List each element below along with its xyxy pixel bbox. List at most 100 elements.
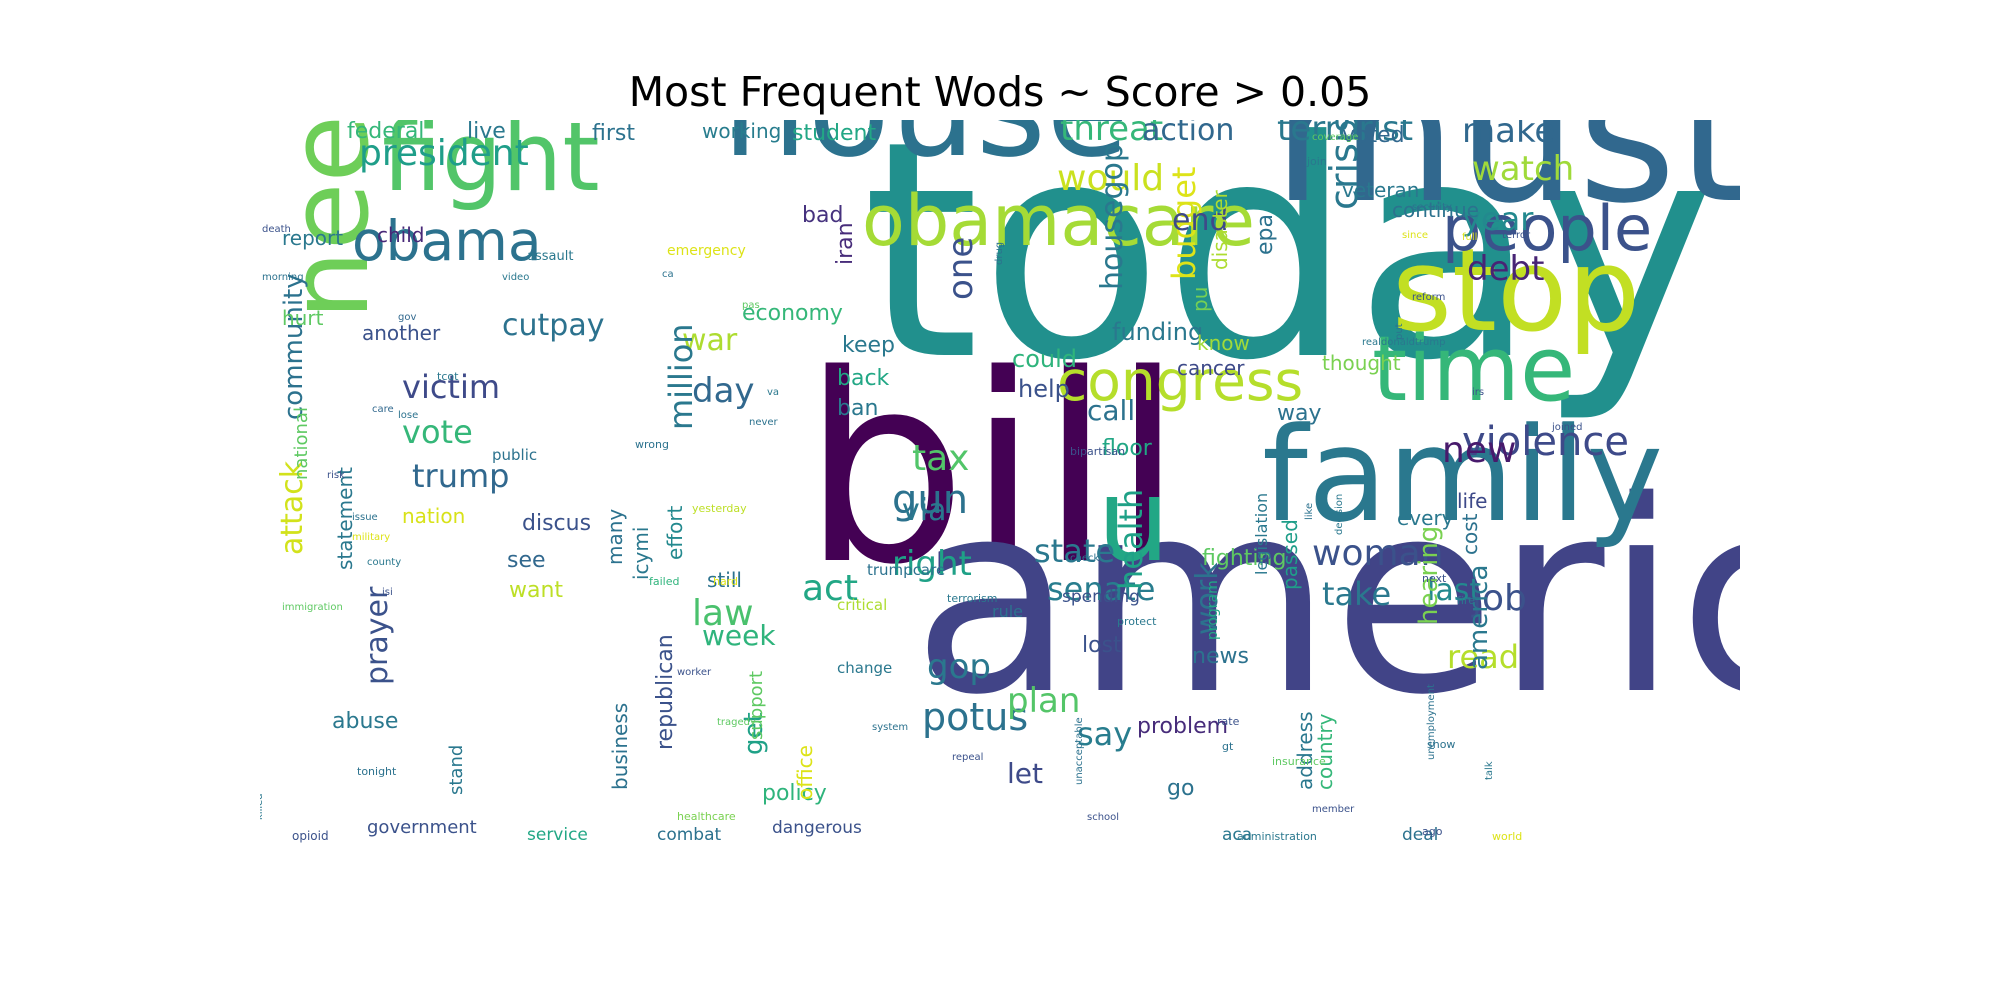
word-since: since [1402,230,1428,241]
word-put: put [1394,323,1405,340]
word-president: president [359,133,529,174]
word-federal: federal [347,120,424,144]
word-worker: worker [677,667,712,678]
word-student: student [792,121,876,146]
word-house: house [722,120,1129,187]
word-bill: bill [802,320,1184,622]
word-spending: spending [1062,587,1140,607]
word-help: help [1018,375,1070,403]
word-watch: watch [1472,149,1574,189]
word-floor: floor [1102,436,1153,461]
word-dangerous: dangerous [772,818,862,838]
word-continue: continue [1392,198,1479,222]
word-prayer: prayer [360,586,395,685]
word-trumpcare: trumpcare [867,561,945,579]
word-first: first [592,121,635,146]
word-county: county [367,557,401,568]
word-bad: bad [802,203,843,228]
word-work: work [1190,562,1225,635]
word-opioid: opioid [292,829,329,843]
word-week: week [702,619,776,652]
word-bipartisan: bipartisan [1070,445,1125,458]
word-want: want [509,578,563,603]
word-keep: keep [842,333,895,358]
word-aca: aca [1222,825,1252,845]
word-irs: irs [1472,387,1484,398]
word-cancer: cancer [1177,356,1245,380]
word-ban: ban [837,396,878,421]
word-gun: gun [892,477,968,523]
word-world: world [1492,830,1522,843]
word-would: would [1057,158,1164,199]
word-state: state [1034,532,1115,570]
word-service: service [527,825,588,845]
word-u: u [1097,454,1170,588]
word-public: public [492,446,537,464]
word-passed: passed [1278,519,1302,590]
word-housegop: housegop [1095,143,1130,290]
word-cost: cost [1458,513,1482,555]
word-care: care [372,404,394,415]
word-act: act [802,568,858,609]
word-potus: potus [922,695,1028,739]
word-trump: trump [412,457,509,495]
word-war: war [682,323,738,358]
word-go: go [1167,776,1194,801]
word-deal: deal [1402,825,1438,845]
word-policy: policy [762,781,827,806]
word-talk: talk [1484,761,1495,780]
word-hearing: hearing [1414,526,1444,625]
word-live: live [467,120,506,144]
word-gov: gov [398,312,416,323]
word-way: way [1277,401,1322,426]
word-combat: combat [657,825,722,845]
word-know: know [1197,331,1250,355]
word-unacceptable: unacceptable [1074,717,1085,785]
word-many: many [603,509,627,565]
word-member: member [1312,804,1355,815]
word-nation: nation [402,504,465,528]
word-government: government [367,817,477,838]
word-wrong: wrong [635,438,669,451]
word-next: next [1422,572,1447,585]
word-epa: epa [1253,214,1278,255]
word-senate: senate [1047,570,1155,608]
word-community: community [279,273,309,420]
word-year: year [1462,200,1534,238]
word-coverage: coverage [1312,132,1358,143]
word-report: report [282,226,343,250]
word-one: one [941,237,981,300]
word-morning: morning [262,272,304,283]
word-need: need [265,120,393,320]
word-disaster: disaster [1208,190,1232,270]
word-office: office [793,745,817,800]
word-insurance: insurance [1272,755,1326,768]
word-back: back [837,366,890,391]
word-action: action [1142,120,1234,148]
word-repeal: repeal [952,752,983,763]
word-congress: congress [1057,349,1303,413]
word-risk: risk [327,470,345,481]
word-unemployment: unemployment [1426,684,1437,760]
word-thought: thought [1322,351,1401,375]
word-discus: discus [522,511,591,536]
word-video: video [502,272,529,283]
word-stand: stand [446,745,467,795]
word-rule: rule [992,602,1023,621]
word-take: take [1322,575,1391,613]
word-every: every [1397,506,1454,530]
word-gt: gt [1222,740,1234,753]
chart-title: Most Frequent Wods ~ Score > 0.05 [628,68,1372,116]
word-working: working [702,120,781,143]
word-attack: attack [275,460,310,555]
word-pu: pu [1188,287,1212,312]
word-join: join [1306,155,1327,168]
word-america: america [1464,565,1494,670]
word-decision: decision [1334,494,1345,535]
word-today: today [862,120,1715,426]
word-statement: statement [333,467,357,570]
word-joined: joined [1551,422,1583,433]
word-news: news [1192,644,1249,669]
word-hard: hard [713,575,738,588]
word-issue: issue [352,512,378,523]
